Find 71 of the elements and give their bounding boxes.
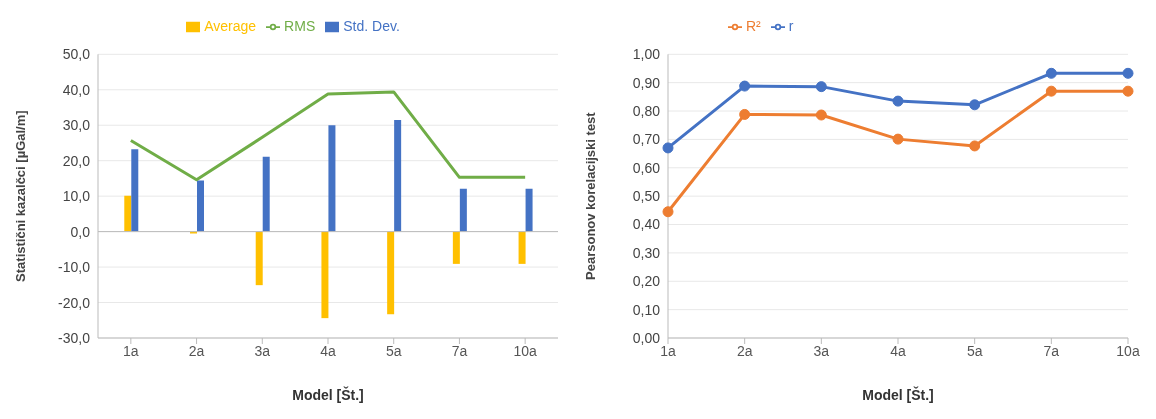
bar (321, 231, 329, 319)
bar (452, 231, 460, 264)
point (739, 108, 751, 120)
point (892, 133, 904, 145)
bar (459, 188, 467, 232)
line-series (129, 90, 527, 182)
x-tick-label: 5a (966, 342, 983, 359)
point (662, 142, 674, 154)
x-tick-label: 10a (1116, 342, 1140, 359)
y-tick-label: -10,0 (58, 259, 91, 276)
y-tick-label: 20,0 (62, 152, 91, 169)
x-tick-label: 4a (890, 342, 906, 359)
point (662, 206, 674, 218)
x-tick-label: 5a (385, 342, 402, 359)
point (1122, 85, 1134, 97)
y-tick-label: 0,70 (632, 131, 661, 148)
legend-label: Average (204, 18, 257, 34)
bar (328, 125, 336, 232)
y-tick-label: 0,0 (70, 223, 91, 240)
y-tick-label: 0,10 (632, 301, 661, 318)
bar (124, 195, 132, 232)
y-tick-label: 1,00 (632, 46, 661, 63)
bar (387, 231, 395, 315)
x-tick-label: 7a (451, 342, 468, 359)
y-tick-label: -20,0 (58, 294, 91, 311)
point (739, 80, 751, 92)
y-tick-label: 0,40 (632, 216, 661, 233)
y-tick-label: 50,0 (62, 46, 91, 63)
y-tick-label: 30,0 (62, 117, 91, 134)
point (815, 81, 827, 93)
point (815, 109, 827, 121)
legend-label: RMS (284, 18, 316, 34)
legend-label: r (788, 18, 794, 34)
legend-label: Std. Dev. (343, 18, 400, 34)
y-tick-label: 40,0 (62, 81, 91, 98)
bar (197, 180, 204, 232)
point (1122, 67, 1134, 79)
y-tick-label: 0,00 (632, 329, 661, 346)
y-tick-label: 0,50 (632, 188, 661, 205)
bar (394, 119, 402, 232)
y-tick-label: 0,90 (632, 74, 661, 91)
x-tick-label: 7a (1043, 342, 1060, 359)
x-tick-label: 2a (736, 342, 753, 359)
x-tick-label: 1a (123, 342, 139, 359)
bar (255, 231, 263, 286)
bar (262, 156, 270, 232)
bar (525, 188, 533, 232)
y-tick-label: 0,30 (632, 244, 661, 261)
y-tick-label: 10,0 (62, 188, 91, 205)
x-axis-title: Model [Št.] (862, 386, 934, 403)
x-tick-label: 1a (660, 342, 676, 359)
y-tick-label: 0,20 (632, 273, 661, 290)
bar (131, 149, 139, 232)
x-axis-title: Model [Št.] (292, 386, 364, 403)
x-tick-label: 3a (254, 342, 271, 359)
y-axis-title: Statistični kazalčci [µGal/m] (12, 110, 28, 282)
y-axis-title: Pearsonov korelacijski test (582, 111, 598, 280)
y-tick-label: 0,80 (632, 103, 661, 120)
x-tick-label: 2a (188, 342, 205, 359)
bar (518, 231, 526, 264)
point (1045, 85, 1057, 97)
legend-label: R² (746, 18, 761, 34)
point (969, 140, 981, 152)
point (1045, 67, 1057, 79)
x-tick-label: 3a (813, 342, 830, 359)
x-tick-label: 4a (320, 342, 336, 359)
x-tick-label: 10a (513, 342, 538, 359)
y-tick-label: -30,0 (58, 329, 91, 346)
point (969, 99, 981, 111)
y-tick-label: 0,60 (632, 159, 661, 176)
point (892, 95, 904, 107)
